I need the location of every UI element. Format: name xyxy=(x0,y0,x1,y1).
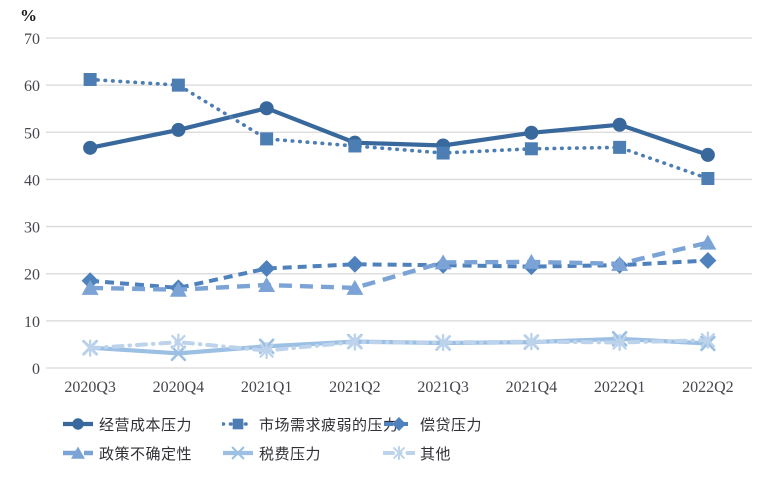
square-marker-icon xyxy=(171,78,185,92)
series-line-1 xyxy=(88,77,710,181)
series-line-0 xyxy=(89,106,709,157)
diamond-marker-icon xyxy=(392,417,406,431)
y-tick-label-40: 40 xyxy=(24,172,40,189)
x-tick-label-2021Q2: 2021Q2 xyxy=(329,379,381,396)
y-tick-label-20: 20 xyxy=(24,267,40,284)
circle-marker-icon xyxy=(259,101,274,116)
circle-legend-icon xyxy=(63,418,93,430)
asterisk-marker-icon xyxy=(82,339,98,357)
triangle-legend-icon xyxy=(63,446,93,459)
triangle-marker-icon xyxy=(434,254,452,270)
square-marker-icon xyxy=(701,171,715,185)
legend-label: 税费压力 xyxy=(259,446,322,463)
circle-marker-icon xyxy=(700,147,715,162)
diamond-marker-icon xyxy=(258,260,276,278)
series-政策不确定性 xyxy=(81,234,717,297)
series-其他 xyxy=(82,331,716,360)
y-tick-label-50: 50 xyxy=(24,125,40,142)
y-tick-label-70: 70 xyxy=(24,31,40,48)
legend-label: 政策不确定性 xyxy=(99,446,193,463)
triangle-marker-icon xyxy=(169,281,187,297)
x-tick-label-2022Q2: 2022Q2 xyxy=(682,379,734,396)
y-tick-label-10: 10 xyxy=(24,314,40,331)
legend-item-市场需求疲弱的压力: 市场需求疲弱的压力 xyxy=(222,413,398,435)
square-marker-icon xyxy=(436,146,450,160)
series-line-2 xyxy=(89,258,709,290)
asterisk-marker-icon xyxy=(347,333,363,351)
circle-marker-icon xyxy=(612,117,627,132)
circle-marker-icon xyxy=(83,140,98,155)
x-tick-label-2021Q3: 2021Q3 xyxy=(417,379,469,396)
asterisk-marker-icon xyxy=(393,445,405,461)
legend-label: 经营成本压力 xyxy=(99,417,193,434)
series-line-5 xyxy=(88,338,710,353)
series-经营成本压力 xyxy=(83,101,715,162)
square-marker-icon xyxy=(524,142,538,156)
triangle-marker-icon xyxy=(522,253,540,269)
square-marker-icon xyxy=(348,139,362,153)
circle-marker-icon xyxy=(524,125,539,140)
x-tick-label-2021Q1: 2021Q1 xyxy=(241,379,293,396)
chart-legend: 经营成本压力 市场需求疲弱的压力 偿贷压力政策不确定性 税费压力 其他 xyxy=(62,413,762,464)
square-marker-icon xyxy=(613,140,627,154)
asterisk-marker-icon xyxy=(171,333,186,351)
legend-item-偿贷压力: 偿贷压力 xyxy=(383,413,762,435)
x-tick-label-2021Q4: 2021Q4 xyxy=(506,379,558,396)
x-tick-label-2022Q1: 2022Q1 xyxy=(594,379,646,396)
triangle-marker-icon xyxy=(258,277,276,293)
legend-label: 市场需求疲弱的压力 xyxy=(259,417,399,434)
asterisk-marker-icon xyxy=(612,333,627,352)
legend-item-经营成本压力: 经营成本压力 xyxy=(62,413,222,435)
asterisk-marker-icon xyxy=(524,332,539,351)
triangle-marker-icon xyxy=(346,279,364,295)
square-marker-icon xyxy=(260,132,274,146)
chart-canvas: 0 10 20 30 40 50 60 70 2020Q3 2020Q4 2021Q1 2021Q2 2… xyxy=(24,31,752,396)
diamond-legend-icon xyxy=(384,417,414,431)
square-marker-icon xyxy=(83,72,97,86)
triangle-marker-icon xyxy=(81,279,99,295)
y-tick-label-60: 60 xyxy=(24,78,40,95)
square-legend-icon xyxy=(222,418,254,430)
x-marker-icon xyxy=(231,446,245,460)
y-axis-unit-label: % xyxy=(20,6,37,25)
y-tick-label-30: 30 xyxy=(24,220,40,237)
y-tick-label-0: 0 xyxy=(32,361,40,378)
triangle-marker-icon xyxy=(71,446,85,459)
circle-marker-icon xyxy=(72,418,84,430)
asterisk-marker-icon xyxy=(259,341,274,360)
legend-label: 偿贷压力 xyxy=(420,417,483,434)
legend-item-政策不确定性: 政策不确定性 xyxy=(62,442,222,464)
asterisk-marker-icon xyxy=(435,333,451,352)
circle-marker-icon xyxy=(171,122,186,137)
x-tick-label-2020Q4: 2020Q4 xyxy=(153,379,205,396)
asterisk-legend-icon xyxy=(383,445,415,461)
legend-item-税费压力: 税费压力 xyxy=(222,442,383,464)
asterisk-marker-icon xyxy=(700,331,716,349)
square-marker-icon xyxy=(232,418,244,430)
triangle-marker-icon xyxy=(699,234,717,250)
diamond-marker-icon xyxy=(346,255,364,273)
x-marker-icon xyxy=(170,345,187,362)
series-市场需求疲弱的压力 xyxy=(83,72,715,185)
x-tick-label-2020Q3: 2020Q3 xyxy=(64,379,116,396)
legend-label: 其他 xyxy=(420,446,452,463)
triangle-marker-icon xyxy=(611,255,629,271)
legend-item-其他: 其他 xyxy=(383,442,762,464)
diamond-marker-icon xyxy=(699,252,717,270)
x-legend-icon xyxy=(223,446,253,460)
